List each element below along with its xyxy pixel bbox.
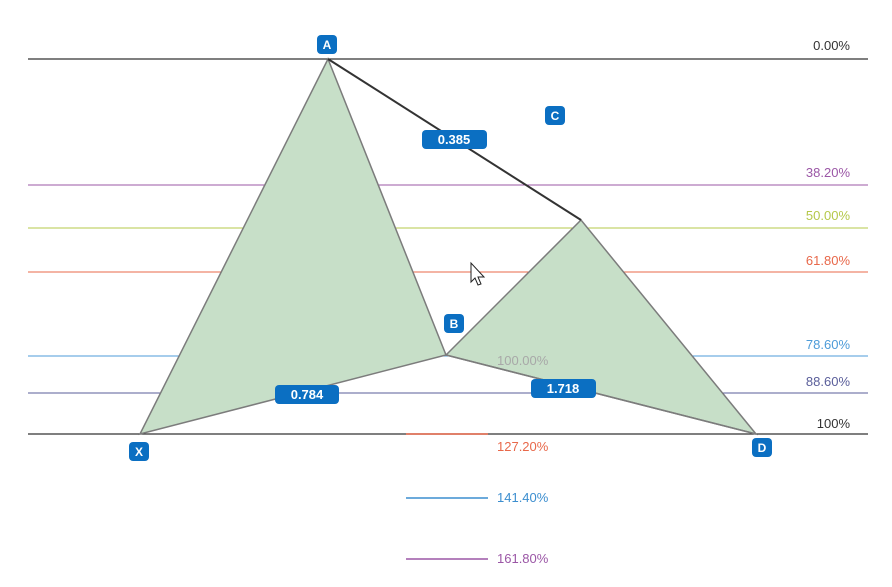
bd-leg — [445, 354, 757, 435]
ext-label-141: 141.40% — [497, 490, 549, 505]
ratio-badge-abc: 0.385 — [422, 130, 487, 149]
ratio-text-bcd: 1.718 — [547, 381, 580, 396]
point-label-a: A — [323, 38, 332, 52]
bcd-triangle — [444, 218, 759, 436]
mouse-cursor-icon — [470, 261, 486, 286]
ext-label-100: 100.00% — [497, 353, 549, 368]
level-label-618: 61.80% — [806, 253, 851, 268]
level-label-786: 78.60% — [806, 337, 851, 352]
level-label-100: 100% — [817, 416, 851, 431]
level-label-500: 50.00% — [806, 208, 851, 223]
point-badge-b: B — [444, 314, 464, 333]
ext-label-127: 127.20% — [497, 439, 549, 454]
ratio-text-abc: 0.385 — [438, 132, 471, 147]
point-badge-d: D — [752, 438, 772, 457]
point-label-b: B — [450, 317, 459, 331]
level-label-0: 0.00% — [813, 38, 850, 53]
level-label-382: 38.20% — [806, 165, 851, 180]
ratio-text-xab: 0.784 — [291, 387, 324, 402]
point-label-c: C — [551, 109, 560, 123]
point-badge-c: C — [545, 106, 565, 125]
xab-triangle — [138, 57, 448, 436]
point-label-x: X — [135, 445, 143, 459]
point-badge-a: A — [317, 35, 337, 54]
point-badge-x: X — [129, 442, 149, 461]
level-label-886: 88.60% — [806, 374, 851, 389]
ratio-badge-bcd: 1.718 — [531, 379, 596, 398]
ratio-badge-xab: 0.784 — [275, 385, 339, 404]
point-label-d: D — [758, 441, 767, 455]
ext-label-161: 161.80% — [497, 551, 549, 566]
